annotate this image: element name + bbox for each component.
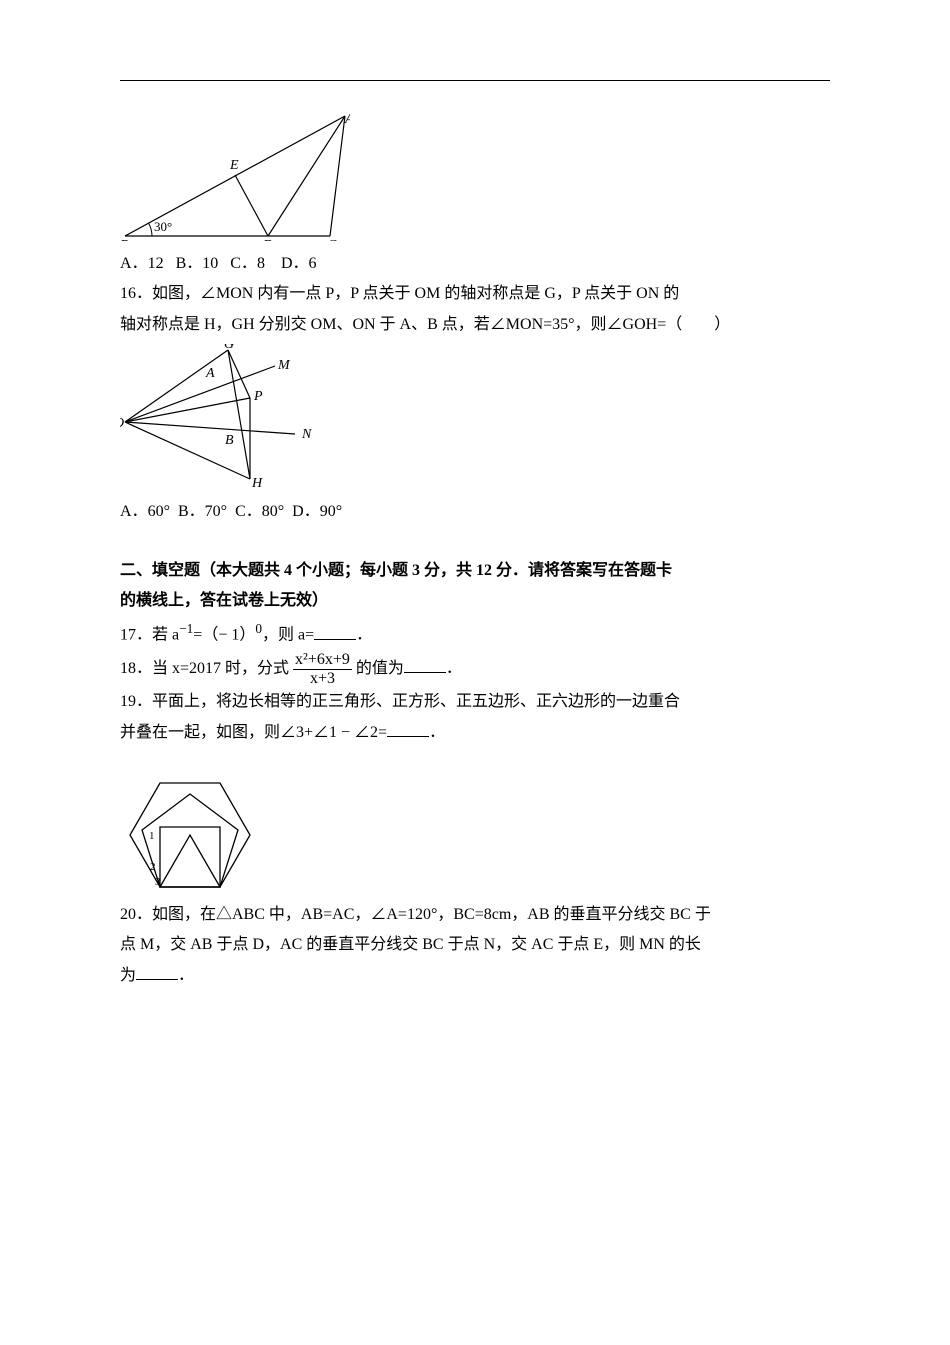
q17-mid: =（− 1）: [193, 627, 255, 644]
q20-blank: [136, 963, 178, 980]
label-H: H: [251, 476, 263, 489]
spacer-1: [120, 528, 830, 556]
top-rule: [120, 80, 830, 81]
q20-line3: 为．: [120, 961, 830, 991]
q16-stem-line1: 16．如图，∠MON 内有一点 P，P 点关于 OM 的轴对称点是 G，P 点关…: [120, 279, 830, 309]
q19-lbl1: 1: [149, 830, 155, 842]
label-C: C: [327, 238, 337, 241]
opt16-A: 60°: [148, 503, 170, 520]
label-Bg: B: [225, 433, 234, 448]
label-E: E: [229, 158, 239, 173]
q18-period: ．: [446, 660, 462, 677]
opt16-B: 70°: [205, 503, 227, 520]
q16-stem-line2: 轴对称点是 H，GH 分别交 OM、ON 于 A、B 点，若∠MON=35°，则…: [120, 310, 830, 340]
opt15-B: 10: [202, 255, 218, 272]
q18-num: x²+6x+9: [293, 651, 352, 670]
label-A: A: [344, 112, 350, 127]
q16-options: A．60° B．70° C．80° D．90°: [120, 497, 830, 527]
section2-line1: 二、填空题（本大题共 4 个小题；每小题 3 分，共 12 分．请将答案写在答题…: [120, 556, 830, 586]
q18-prefix: 18．当 x=2017 时，分式: [120, 660, 289, 677]
q19-line1: 19．平面上，将边长相等的正三角形、正方形、正五边形、正六边形的一边重合: [120, 687, 830, 717]
q19-l2-text: 并叠在一起，如图，则∠3+∠1 − ∠2=: [120, 724, 387, 741]
opt16-D: 90°: [320, 503, 342, 520]
q15-svg: B D C A E 30°: [120, 111, 350, 241]
opt16-A-label: A．: [120, 503, 148, 520]
opt16-B-label: B．: [178, 503, 205, 520]
q19-lbl3: 3: [155, 876, 161, 888]
q20-period: ．: [178, 967, 194, 984]
q20-line2: 点 M，交 AB 于点 D，AC 的垂直平分线交 BC 于点 N，交 AC 于点…: [120, 930, 830, 960]
q20-line1: 20．如图，在△ABC 中，AB=AC，∠A=120°，BC=8cm，AB 的垂…: [120, 900, 830, 930]
q15-options: A．12 B．10 C．8 D．6: [120, 249, 830, 279]
q18: 18．当 x=2017 时，分式 x²+6x+9 x+3 的值为 ．: [120, 651, 830, 687]
label-M: M: [277, 358, 291, 373]
q19-figure: 1 2 3: [120, 752, 830, 892]
opt16-C-label: C．: [235, 503, 262, 520]
opt15-C-label: C．: [230, 255, 257, 272]
opt15-C: 8: [257, 255, 265, 272]
label-N: N: [301, 427, 312, 442]
q18-fraction: x²+6x+9 x+3: [293, 651, 352, 687]
label-P: P: [253, 389, 263, 404]
q17-period: ．: [356, 627, 372, 644]
q17-tail: ，则 a=: [262, 627, 314, 644]
opt15-D-label: D．: [281, 255, 309, 272]
section2-line2: 的横线上，答在试卷上无效）: [120, 586, 830, 616]
q19-line2: 并叠在一起，如图，则∠3+∠1 − ∠2= ．: [120, 718, 830, 748]
opt16-D-label: D．: [292, 503, 320, 520]
q17-blank: [314, 623, 356, 640]
q19-lbl2: 2: [150, 861, 156, 873]
q17-prefix: 17．若 a: [120, 627, 179, 644]
label-G: G: [224, 344, 234, 352]
q15-figure: B D C A E 30°: [120, 111, 830, 241]
q17-exp1: −1: [179, 621, 193, 636]
angle-arc: [149, 223, 153, 236]
opt15-A: 12: [148, 255, 164, 272]
q18-den: x+3: [293, 670, 352, 688]
q18-tail: 的值为: [356, 660, 404, 677]
q17: 17．若 a−1=（− 1）0，则 a=．: [120, 616, 830, 651]
label-B: B: [120, 238, 129, 241]
q20-l3-text: 为: [120, 967, 136, 984]
label-D: D: [262, 238, 273, 241]
opt15-B-label: B．: [176, 255, 203, 272]
q16-figure: O M N G H A B P: [120, 344, 830, 489]
label-Ag: A: [205, 366, 215, 381]
q16-svg: O M N G H A B P: [120, 344, 320, 489]
q19-svg: 1 2 3: [120, 752, 270, 892]
opt16-C: 80°: [262, 503, 284, 520]
opt15-A-label: A．: [120, 255, 148, 272]
angle-30: 30°: [154, 219, 172, 234]
q19-period: ．: [429, 724, 445, 741]
q18-blank: [404, 656, 446, 673]
label-O: O: [120, 416, 124, 431]
opt15-D: 6: [309, 255, 317, 272]
q19-blank: [387, 720, 429, 737]
